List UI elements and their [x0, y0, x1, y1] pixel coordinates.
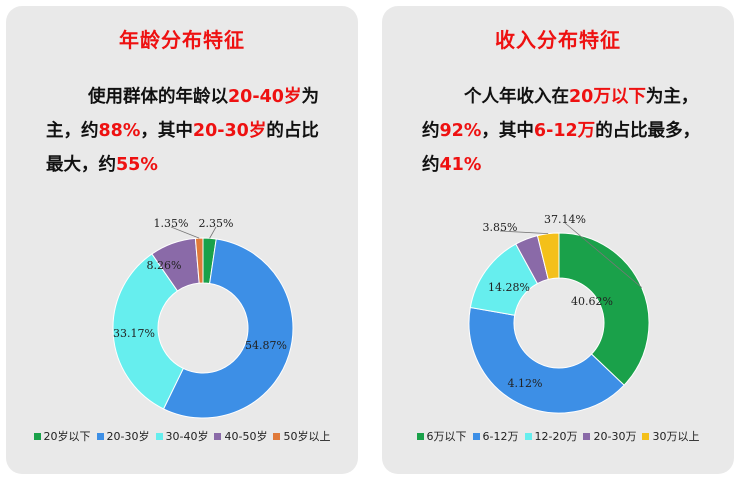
highlight-value: 88% [98, 121, 141, 141]
income-chart-legend: 6万以下 6-12万 12-20万 20-30万 30万以上 [382, 428, 734, 444]
panel-description: 个人年收入在20万以下为主， 约92%，其中6-12万的占比最多， 约41% [422, 80, 722, 182]
legend-label: 20岁以下 [43, 430, 91, 443]
panel-title: 年龄分布特征 [119, 28, 245, 52]
legend-label: 30万以上 [652, 430, 700, 443]
legend-item: 40-50岁 [214, 428, 267, 444]
legend-swatch [273, 433, 281, 440]
label-leader-line [170, 226, 200, 239]
description-line: 主，约88%，其中20-30岁的占比 [46, 114, 346, 148]
donut-slice [536, 232, 560, 280]
data-label: 33.17% [113, 327, 155, 340]
data-label: 54.87% [245, 339, 287, 352]
panel-description: 使用群体的年龄以20-40岁为 主，约88%，其中20-30岁的占比 最大，约55% [46, 80, 346, 182]
highlight-value: 41% [439, 155, 482, 175]
highlight-value: 20-30岁 [192, 121, 267, 141]
description-text: ，其中 [140, 121, 193, 141]
highlight-value: 20-40岁 [228, 87, 302, 107]
legend-swatch [472, 433, 480, 440]
legend-item: 20-30万 [583, 428, 636, 444]
description-text: 的占比最多， [595, 121, 701, 141]
legend-item: 20-30岁 [96, 428, 150, 444]
age-chart-legend: 20岁以下 20-30岁 30-40岁 40-50岁 50岁以上 [6, 428, 358, 444]
donut-slice [558, 232, 650, 386]
description-line: 个人年收入在20万以下为主， [422, 80, 722, 114]
legend-label: 30-40岁 [165, 430, 209, 443]
legend-swatch [642, 433, 650, 440]
legend-label: 6-12万 [482, 430, 519, 443]
panel-title: 收入分布特征 [495, 28, 621, 52]
legend-label: 50岁以上 [283, 430, 331, 443]
label-leader-line [564, 222, 643, 288]
description-text: 个人年收入在 [464, 87, 569, 107]
legend-swatch [524, 433, 532, 440]
donut-slice [162, 238, 294, 419]
data-label: 1.35% [154, 217, 189, 230]
data-label: 14.28% [488, 281, 530, 294]
description-text: 最大，约 [46, 155, 116, 175]
description-text: ，其中 [481, 121, 534, 141]
donut-slice [194, 237, 204, 284]
income-donut-chart: 37.14% 40.62% 14.28% 4.12% 3.85% [468, 213, 650, 414]
legend-item: 12-20万 [524, 428, 578, 444]
donut-slice [112, 253, 184, 410]
legend-label: 20-30岁 [106, 430, 150, 443]
legend-label: 12-20万 [534, 430, 578, 443]
legend-swatch [214, 433, 222, 440]
description-text: 使用群体的年龄以 [88, 87, 228, 107]
description-text: 为主， [645, 87, 699, 107]
legend-swatch [416, 433, 424, 440]
legend-label: 40-50岁 [224, 430, 268, 443]
description-text: 约 [422, 121, 440, 141]
legend-item: 50岁以上 [273, 428, 330, 444]
description-text: 主，约 [46, 121, 99, 141]
legend-swatch [155, 433, 163, 440]
legend-item: 6万以下 [416, 428, 467, 444]
description-text: 为 [301, 87, 319, 107]
data-label: 8.26% [147, 259, 182, 272]
highlight-value: 55% [116, 155, 158, 175]
legend-swatch [583, 433, 591, 440]
description-text: 的占比 [266, 121, 319, 141]
data-label: 40.62% [571, 295, 613, 308]
legend-item: 6-12万 [472, 428, 519, 444]
legend-swatch [96, 433, 104, 440]
legend-label: 6万以下 [426, 430, 467, 443]
description-line: 约92%，其中6-12万的占比最多， [422, 114, 722, 148]
label-leader-line [209, 226, 217, 239]
description-text: 约 [422, 155, 440, 175]
age-distribution-panel: 年龄分布特征 使用群体的年龄以20-40岁为 主，约88%，其中20-30岁的占比… [6, 6, 358, 474]
age-donut-chart: 2.35% 54.87% 33.17% 8.26% 1.35% [112, 217, 294, 419]
description-line: 约41% [422, 148, 722, 182]
description-line: 最大，约55% [46, 148, 346, 182]
highlight-value: 92% [439, 121, 482, 141]
legend-item: 20岁以下 [33, 428, 91, 444]
description-line: 使用群体的年龄以20-40岁为 [46, 80, 346, 114]
data-label: 4.12% [508, 377, 543, 390]
legend-item: 30万以上 [642, 428, 699, 444]
data-label: 2.35% [199, 217, 234, 230]
label-leader-line [499, 230, 549, 235]
donut-slice [468, 306, 625, 414]
highlight-value: 6-12万 [533, 121, 596, 141]
legend-item: 30-40岁 [155, 428, 209, 444]
legend-label: 20-30万 [593, 430, 637, 443]
data-label: 3.85% [483, 221, 518, 234]
income-distribution-panel: 收入分布特征 个人年收入在20万以下为主， 约92%，其中6-12万的占比最多，约… [382, 6, 734, 474]
highlight-value: 20万以下 [569, 87, 646, 107]
legend-swatch [33, 433, 41, 440]
data-label: 37.14% [544, 213, 586, 226]
